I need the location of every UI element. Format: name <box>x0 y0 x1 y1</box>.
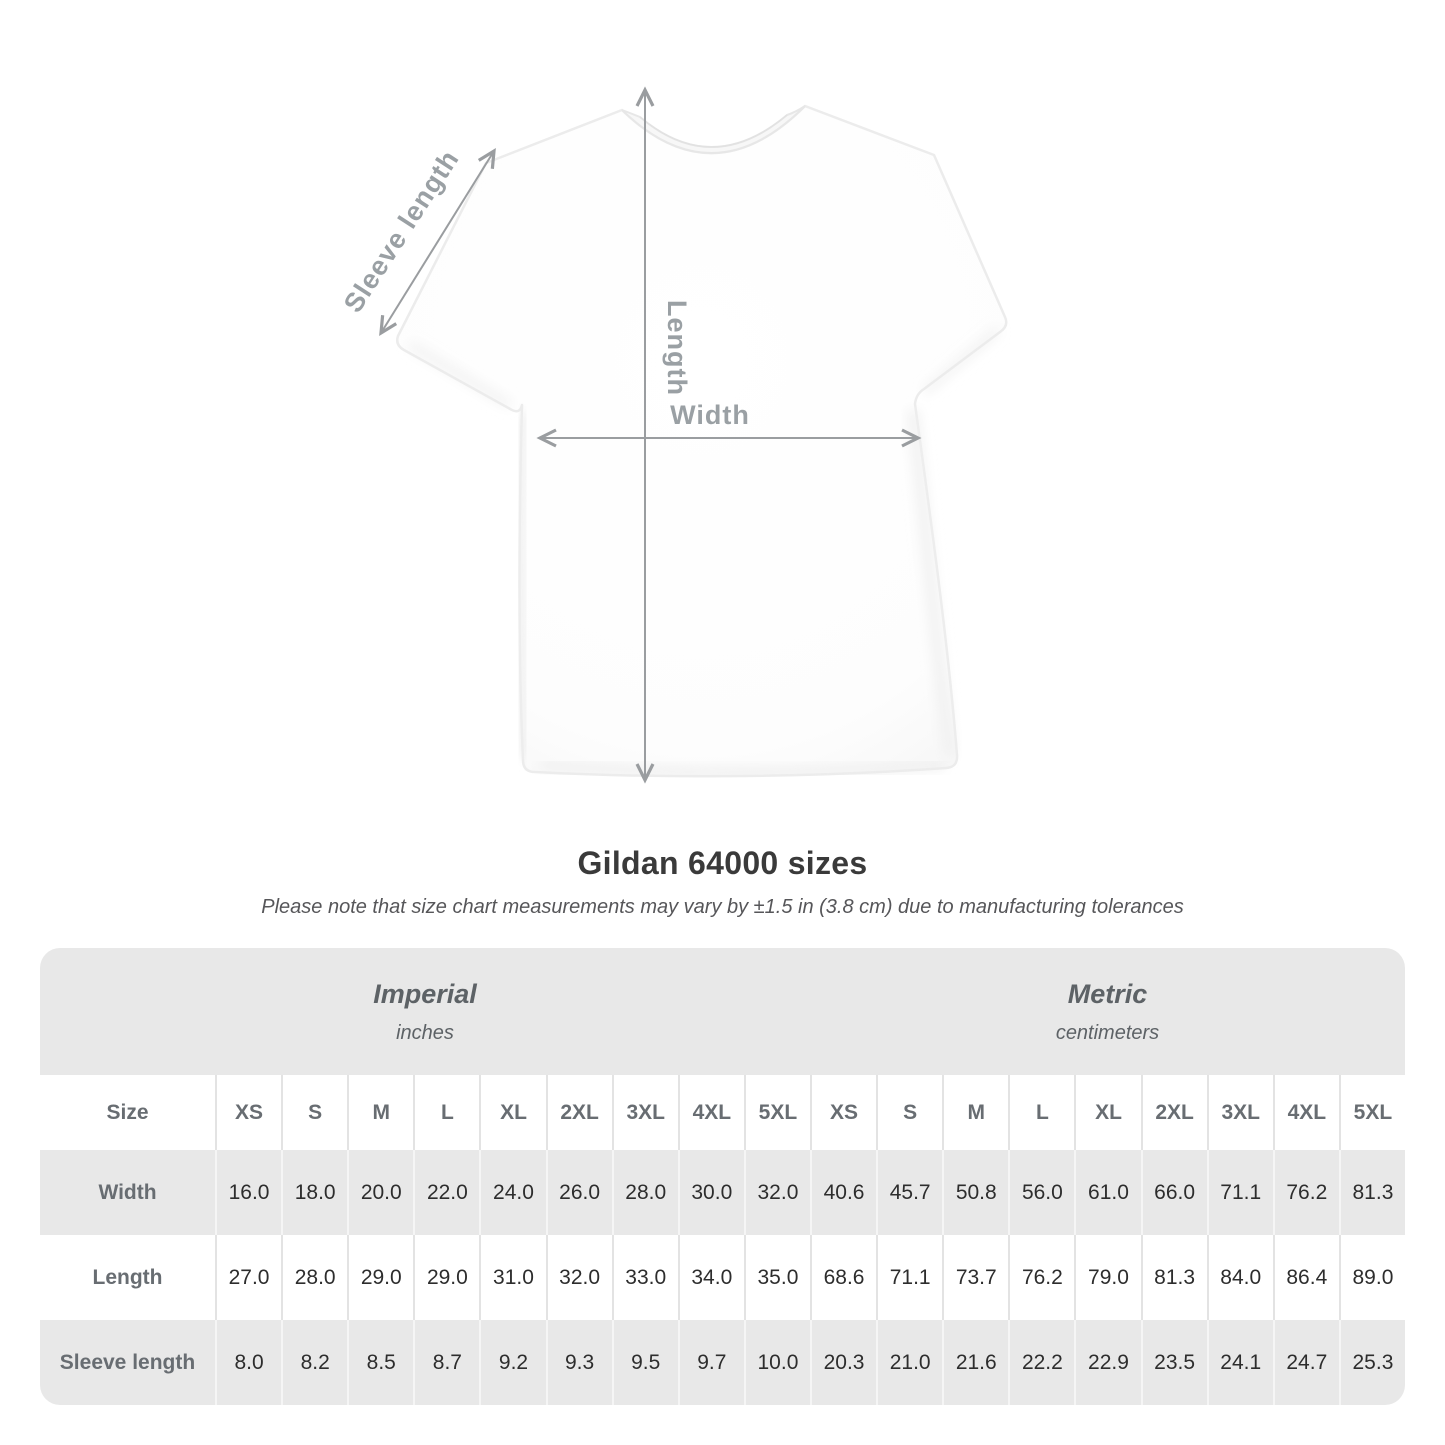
length-imperial-value: 32.0 <box>545 1235 612 1320</box>
page-title: Gildan 64000 sizes <box>577 845 868 881</box>
size-header-metric: XL <box>1074 1075 1141 1150</box>
width-imperial-value: 18.0 <box>281 1150 348 1235</box>
length-imperial-value: 35.0 <box>743 1235 810 1320</box>
size-header-imperial: XL <box>479 1075 546 1150</box>
length-metric-value: 71.1 <box>876 1235 943 1320</box>
size-header-metric: 4XL <box>1272 1075 1339 1150</box>
length-metric-value: 81.3 <box>1140 1235 1207 1320</box>
width-metric-value: 81.3 <box>1338 1150 1405 1235</box>
shirt-shading-left <box>515 411 530 759</box>
width-metric-value: 50.8 <box>942 1150 1009 1235</box>
sleeve-metric-value: 24.1 <box>1206 1320 1273 1405</box>
metric-group-label: Metric <box>1067 978 1148 1009</box>
length-imperial-value: 29.0 <box>347 1235 414 1320</box>
size-header-imperial: 4XL <box>677 1075 744 1150</box>
sleeve-imperial-value: 8.5 <box>347 1320 414 1405</box>
size-header-imperial: 5XL <box>743 1075 810 1150</box>
sleeve-metric-value: 25.3 <box>1338 1320 1405 1405</box>
length-imperial-value: 31.0 <box>479 1235 546 1320</box>
tolerance-note: Please note that size chart measurements… <box>261 896 1184 918</box>
length-metric-value: 86.4 <box>1272 1235 1339 1320</box>
length-metric-value: 79.0 <box>1074 1235 1141 1320</box>
sleeve-imperial-value: 8.0 <box>215 1320 282 1405</box>
width-imperial-value: 32.0 <box>743 1150 810 1235</box>
length-metric-value: 76.2 <box>1008 1235 1075 1320</box>
width-metric-value: 40.6 <box>810 1150 877 1235</box>
size-header-metric: M <box>942 1075 1009 1150</box>
sleeve-imperial-value: 9.5 <box>611 1320 678 1405</box>
imperial-group-unit: inches <box>396 1021 454 1044</box>
length-imperial-value: 28.0 <box>281 1235 348 1320</box>
size-header-imperial: 3XL <box>611 1075 678 1150</box>
metric-group-unit: centimeters <box>1055 1021 1160 1044</box>
length-imperial-value: 27.0 <box>215 1235 282 1320</box>
size-header-metric: L <box>1008 1075 1075 1150</box>
length-imperial-value: 34.0 <box>677 1235 744 1320</box>
shirt-shading-cuff-left <box>408 342 512 408</box>
sleeve-imperial-value: 9.3 <box>545 1320 612 1405</box>
collar-stitch-line <box>639 114 788 148</box>
size-header-metric: XS <box>810 1075 877 1150</box>
sleeve-metric-value: 22.2 <box>1008 1320 1075 1405</box>
length-metric-value: 68.6 <box>810 1235 877 1320</box>
width-metric-value: 66.0 <box>1140 1150 1207 1235</box>
width-imperial-value: 16.0 <box>215 1150 282 1235</box>
width-metric-value: 71.1 <box>1206 1150 1273 1235</box>
size-header-imperial: M <box>347 1075 414 1150</box>
length-imperial-value: 29.0 <box>413 1235 480 1320</box>
sleeve-imperial-value: 8.7 <box>413 1320 480 1405</box>
sleeve-metric-value: 21.0 <box>876 1320 943 1405</box>
sleeve-metric-value: 20.3 <box>810 1320 877 1405</box>
row-label-sleeve-length: Sleeve length <box>40 1320 215 1405</box>
sleeve-length-arrow <box>379 147 496 337</box>
sleeve-imperial-value: 8.2 <box>281 1320 348 1405</box>
width-imperial-value: 20.0 <box>347 1150 414 1235</box>
width-metric-value: 56.0 <box>1008 1150 1075 1235</box>
length-metric-value: 89.0 <box>1338 1235 1405 1320</box>
size-header-metric: 5XL <box>1338 1075 1405 1150</box>
size-header-metric: 3XL <box>1206 1075 1273 1150</box>
metric-unit-group: Metric centimeters <box>810 948 1405 1075</box>
length-imperial-value: 33.0 <box>611 1235 678 1320</box>
sleeve-imperial-value: 10.0 <box>743 1320 810 1405</box>
imperial-group-label: Imperial <box>373 978 477 1009</box>
sleeve-metric-value: 23.5 <box>1140 1320 1207 1405</box>
sleeve-metric-value: 22.9 <box>1074 1320 1141 1405</box>
width-imperial-value: 30.0 <box>677 1150 744 1235</box>
size-chart-table: Imperial inches Metric centimeters Size … <box>40 948 1405 1405</box>
row-label-width: Width <box>40 1150 215 1235</box>
shirt-shading-hem <box>539 760 946 777</box>
width-metric-value: 45.7 <box>876 1150 943 1235</box>
shirt-shading-right <box>908 409 955 757</box>
width-imperial-value: 26.0 <box>545 1150 612 1235</box>
sleeve-metric-value: 21.6 <box>942 1320 1009 1405</box>
row-label-length: Length <box>40 1235 215 1320</box>
size-header-imperial: L <box>413 1075 480 1150</box>
imperial-unit-group: Imperial inches <box>40 948 810 1075</box>
size-header-imperial: 2XL <box>545 1075 612 1150</box>
shirt-shading-cuff-right <box>923 327 1000 395</box>
length-label: Length <box>662 300 692 396</box>
size-column-header: Size <box>40 1075 215 1150</box>
size-header-imperial: XS <box>215 1075 282 1150</box>
length-metric-value: 84.0 <box>1206 1235 1273 1320</box>
size-header-metric: S <box>876 1075 943 1150</box>
width-metric-value: 76.2 <box>1272 1150 1339 1235</box>
width-label: Width <box>670 400 750 430</box>
width-imperial-value: 22.0 <box>413 1150 480 1235</box>
width-metric-value: 61.0 <box>1074 1150 1141 1235</box>
size-header-imperial: S <box>281 1075 348 1150</box>
sleeve-imperial-value: 9.7 <box>677 1320 744 1405</box>
sleeve-imperial-value: 9.2 <box>479 1320 546 1405</box>
length-metric-value: 73.7 <box>942 1235 1009 1320</box>
size-header-metric: 2XL <box>1140 1075 1207 1150</box>
width-imperial-value: 24.0 <box>479 1150 546 1235</box>
sleeve-metric-value: 24.7 <box>1272 1320 1339 1405</box>
tshirt-image: Sleeve length Length Width <box>338 86 1008 784</box>
tshirt-measurement-diagram: Sleeve length Length Width <box>338 86 1008 784</box>
width-imperial-value: 28.0 <box>611 1150 678 1235</box>
